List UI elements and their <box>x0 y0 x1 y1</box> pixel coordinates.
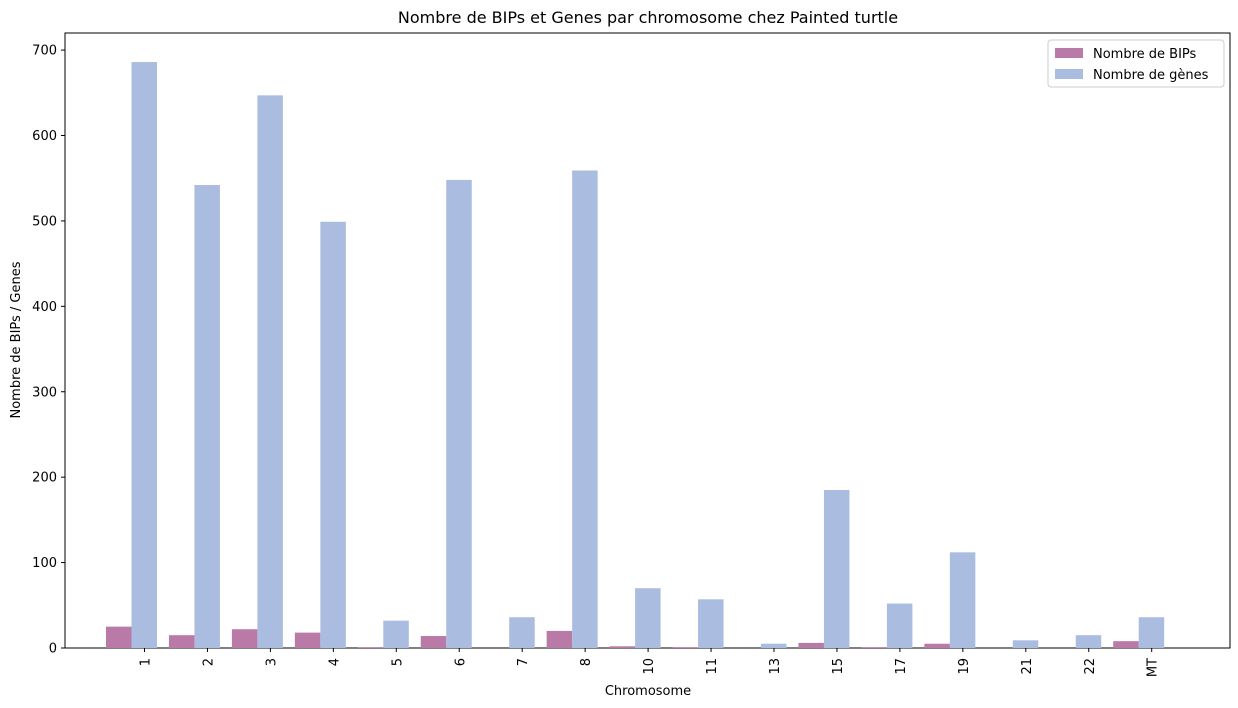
bar-bips <box>1113 641 1139 648</box>
bar-bips <box>231 629 258 648</box>
legend-box <box>1047 39 1225 88</box>
bar-genes <box>1138 617 1165 648</box>
y-tick-label: 400 <box>32 300 57 315</box>
bar-genes <box>698 599 724 648</box>
x-tick-label: 19 <box>957 658 972 675</box>
bar-genes <box>320 221 346 649</box>
bar-bips <box>106 626 132 648</box>
x-tick-label: 15 <box>831 658 846 675</box>
y-tick-label: 100 <box>32 556 57 571</box>
y-tick-label: 700 <box>32 44 57 59</box>
x-tick-label: 7 <box>516 658 531 666</box>
y-tick-label: 600 <box>32 129 57 144</box>
bar-bips <box>357 647 384 648</box>
legend-swatch <box>1055 48 1083 58</box>
x-tick-label: 2 <box>201 658 216 666</box>
bar-genes <box>257 95 283 648</box>
bar-genes <box>823 489 850 648</box>
x-tick-label: 17 <box>894 658 909 675</box>
bar-genes <box>572 170 598 649</box>
y-tick-label: 200 <box>32 471 57 486</box>
bar-genes <box>635 588 661 648</box>
bar-bips <box>420 636 447 648</box>
y-tick-label: 300 <box>32 385 57 400</box>
x-tick-label: 21 <box>1020 658 1035 675</box>
bar-bips <box>168 635 195 648</box>
bar-genes <box>949 552 976 648</box>
y-axis-title: Nombre de BIPs / Genes <box>9 261 24 418</box>
bar-bips <box>798 642 824 648</box>
bar-bips <box>546 630 573 648</box>
bar-bips <box>609 646 636 648</box>
legend: Nombre de BIPs Nombre de gènes <box>1047 39 1225 88</box>
x-tick-label: 1 <box>139 658 154 666</box>
bar-genes <box>1075 635 1102 648</box>
bar-bips <box>924 643 950 648</box>
x-tick-label: 5 <box>390 658 405 666</box>
bar-genes <box>509 617 535 648</box>
x-tick-label: 6 <box>453 658 468 666</box>
bar-genes <box>194 185 220 648</box>
x-tick-label: 11 <box>705 658 720 675</box>
x-tick-label: 4 <box>327 658 342 666</box>
bar-genes <box>761 643 787 648</box>
x-tick-label: MT <box>1146 658 1161 677</box>
x-axis-title: Chromosome <box>605 684 691 699</box>
chart-title: Nombre de BIPs et Genes par chromosome c… <box>398 8 898 27</box>
bar-bips <box>861 647 887 648</box>
plot-frame <box>64 32 1231 649</box>
bar-genes <box>131 62 157 648</box>
x-tick-label: 10 <box>642 658 657 675</box>
legend-label: Nombre de gènes <box>1093 68 1209 83</box>
y-tick-label: 500 <box>32 214 57 229</box>
x-tick-label: 3 <box>264 658 279 666</box>
x-tick-label: 13 <box>768 658 783 675</box>
bar-genes <box>383 620 409 648</box>
legend-label: Nombre de BIPs <box>1093 47 1197 62</box>
plot-area: 0 100 200 300 400 500 600 700 1 2 3 4 5 6 7 8 10 11 13 15 17… <box>32 32 1231 677</box>
x-tick-label: 8 <box>579 658 594 666</box>
bar-genes <box>886 603 913 648</box>
legend-swatch <box>1055 69 1083 79</box>
bar-genes <box>1012 640 1039 648</box>
y-tick-label: 0 <box>49 642 57 657</box>
bar-bips <box>294 632 321 648</box>
x-tick-label: 22 <box>1083 658 1098 675</box>
bar-bips <box>672 647 699 648</box>
bar-genes <box>446 179 472 648</box>
